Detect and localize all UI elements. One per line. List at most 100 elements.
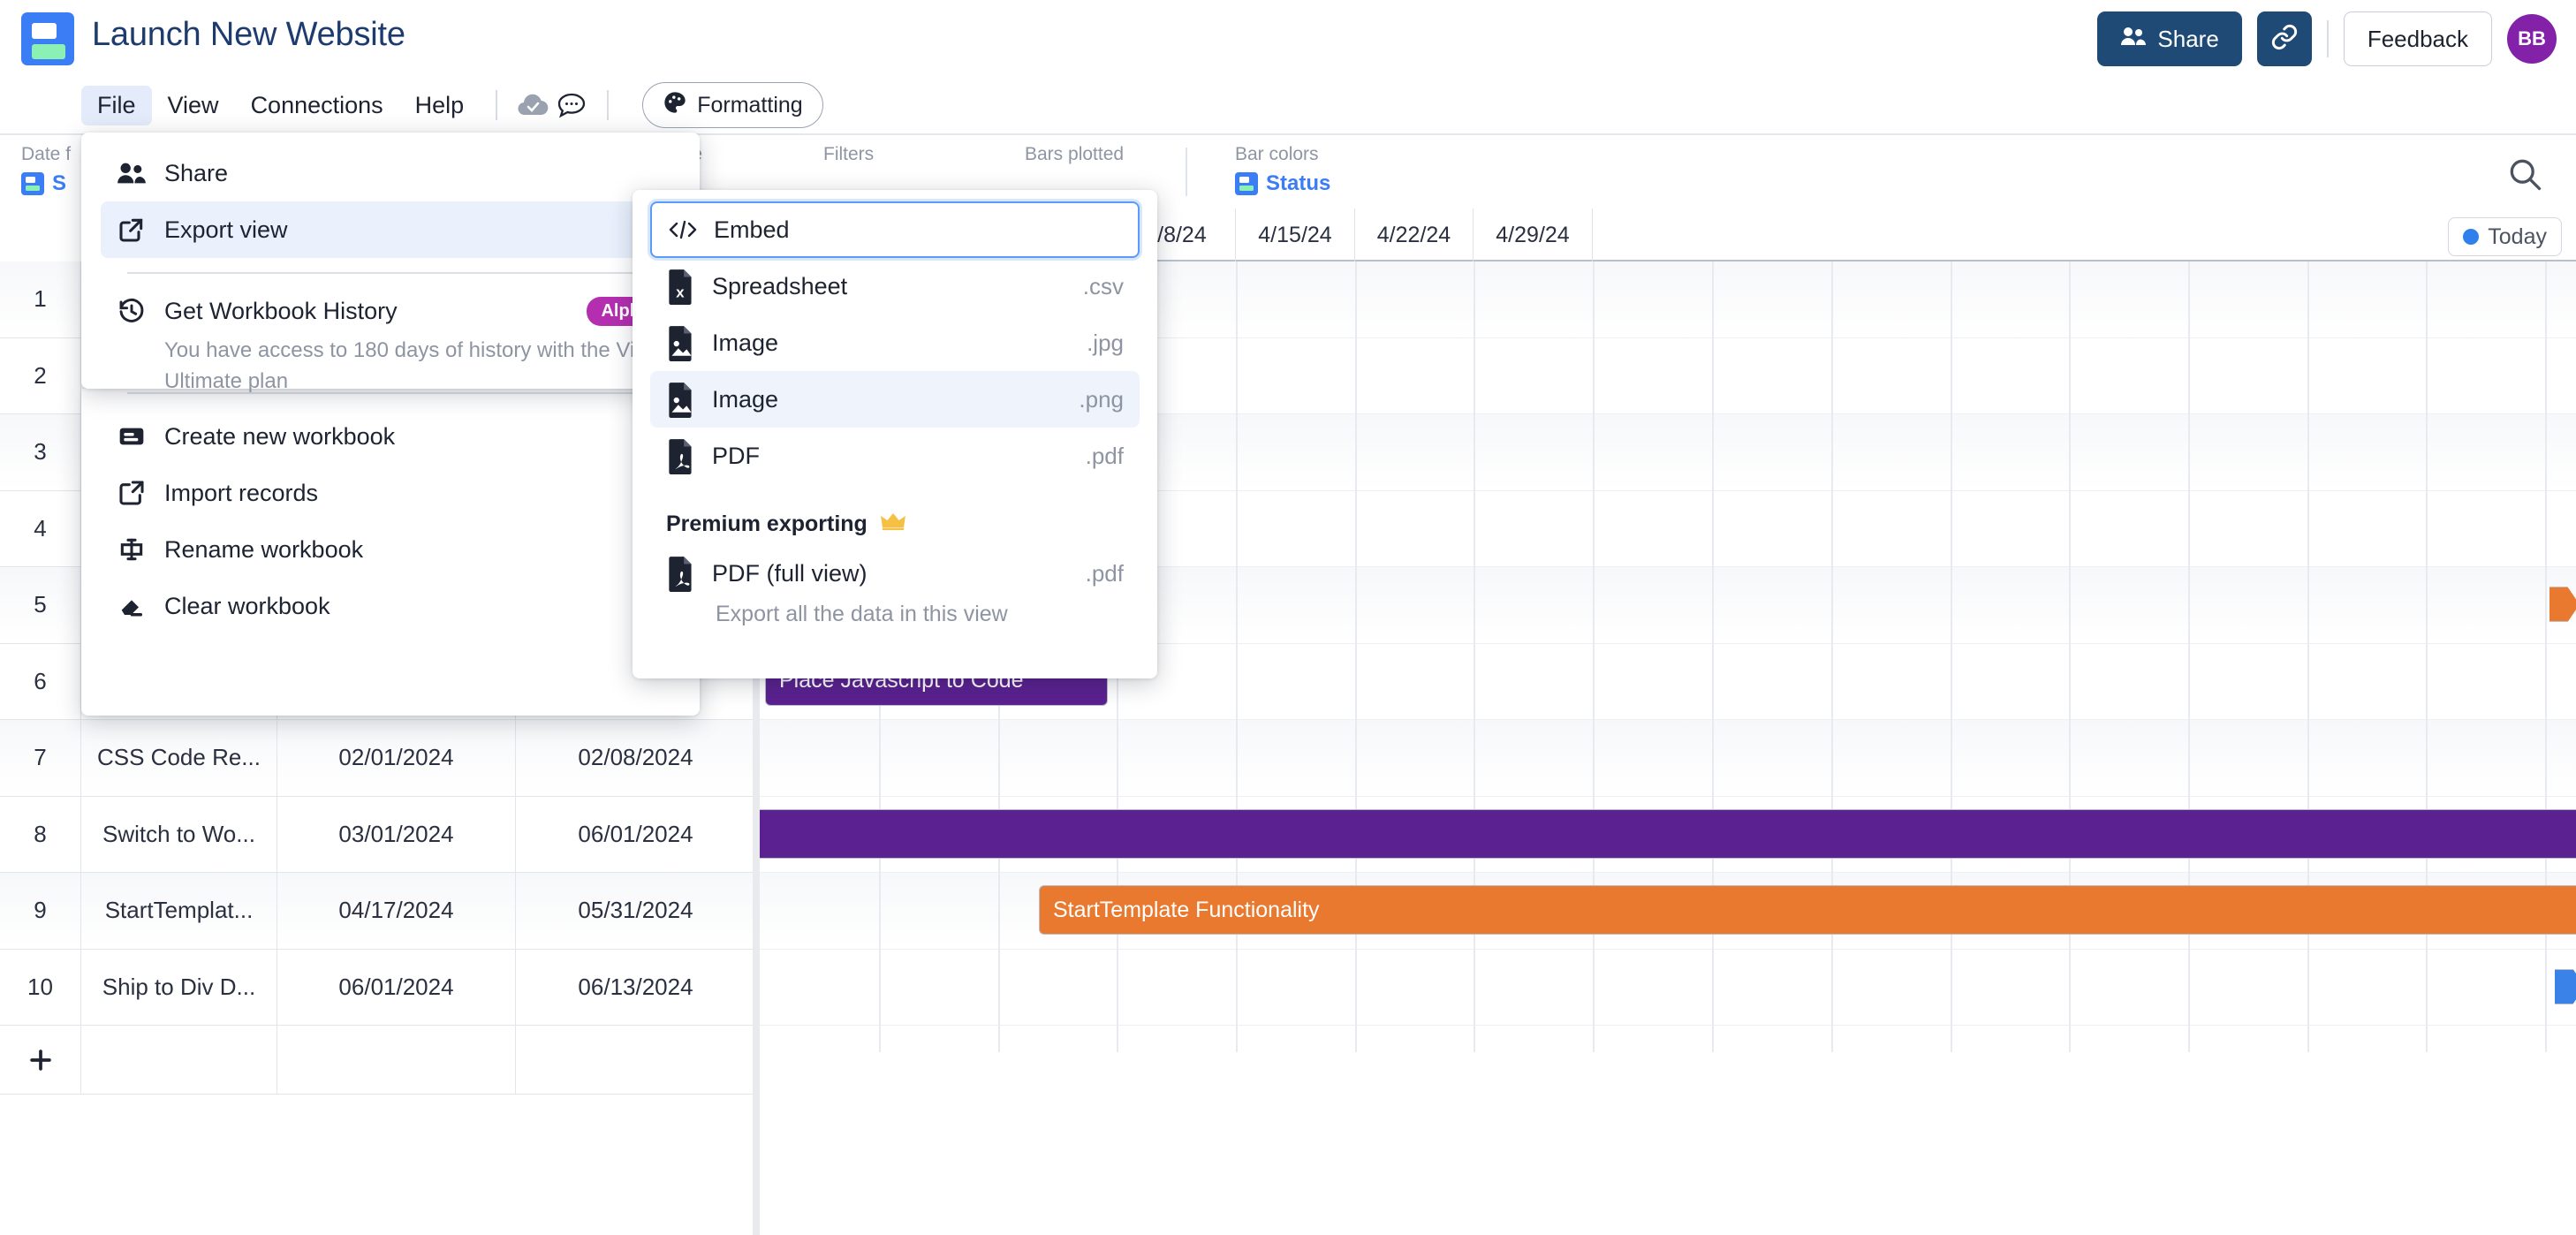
empty-cell[interactable]: [81, 1026, 277, 1095]
people-icon: [117, 158, 147, 188]
search-icon[interactable]: [2505, 155, 2544, 193]
menu-item-view[interactable]: View: [167, 91, 219, 118]
gantt-gridline: [2188, 261, 2190, 1052]
people-icon: [2120, 26, 2147, 53]
gantt-gridline: [1355, 261, 1357, 1052]
control-bar-colors[interactable]: Bar colors Status: [1235, 144, 1330, 196]
empty-cell[interactable]: [516, 1026, 756, 1095]
share-button[interactable]: Share: [2097, 11, 2242, 66]
import-icon: [117, 478, 147, 508]
file-menu-item-label: Rename workbook: [164, 535, 364, 563]
share-button-label: Share: [2157, 25, 2219, 52]
field-icon: [1235, 172, 1258, 195]
control-value[interactable]: S: [21, 171, 71, 196]
crown-icon: [880, 511, 906, 538]
task-name-cell[interactable]: Switch to Wo...: [81, 796, 277, 873]
menu-item-connections[interactable]: Connections: [250, 91, 383, 118]
export-icon: [117, 215, 147, 245]
today-button-label: Today: [2488, 224, 2547, 249]
field-icon: [21, 172, 44, 195]
gantt-gridline: [2426, 261, 2428, 1052]
export-option-label: Image: [712, 385, 779, 413]
svg-text:x: x: [676, 284, 685, 301]
task-name-cell[interactable]: CSS Code Re...: [81, 720, 277, 797]
copy-link-button[interactable]: [2256, 11, 2312, 66]
control-bars-plotted[interactable]: Bars plotted: [1025, 144, 1124, 165]
file-menu-item-share[interactable]: Share: [101, 145, 680, 201]
link-icon: [2270, 23, 2299, 56]
gantt-bar-stub[interactable]: [2555, 968, 2576, 1004]
file-menu-item-export-view[interactable]: Export view: [101, 201, 680, 258]
code-icon: [668, 215, 698, 245]
file-menu-item-label: Share: [164, 159, 229, 186]
file-menu-item-import-records[interactable]: Import records: [101, 465, 680, 521]
control-filters[interactable]: Filters: [823, 144, 874, 165]
task-name-cell[interactable]: Ship to Div D...: [81, 949, 277, 1026]
palette-icon: [663, 90, 687, 121]
avatar[interactable]: BB: [2507, 14, 2557, 64]
add-row-button[interactable]: [0, 1026, 81, 1095]
task-name-cell[interactable]: StartTemplat...: [81, 873, 277, 950]
file-menu-item-clear-workbook[interactable]: Clear workbook: [101, 578, 680, 634]
divider: [496, 90, 498, 120]
file-menu-item-label: Get Workbook History: [164, 297, 398, 324]
panel-divider[interactable]: [753, 208, 760, 1235]
gantt-bar[interactable]: Switch to WordPress: [760, 808, 2576, 859]
page-title[interactable]: Launch New Website: [92, 16, 405, 53]
menu-item-file[interactable]: File: [81, 85, 152, 125]
file-menu-item-rename-workbook[interactable]: Rename workbook: [101, 521, 680, 578]
menu-item-help[interactable]: Help: [414, 91, 465, 118]
control-date-field[interactable]: Date f S: [21, 144, 71, 196]
comment-icon[interactable]: [552, 86, 591, 125]
start-date-cell[interactable]: 03/01/2024: [277, 796, 516, 873]
gantt-gridline: [1236, 261, 1238, 1052]
visor-logo-icon[interactable]: [21, 12, 74, 65]
today-dot-icon: [2463, 229, 2480, 245]
file-menu-item-create-new-workbook[interactable]: Create new workbook: [101, 408, 680, 465]
export-option-image-png[interactable]: Image .png: [650, 371, 1140, 428]
row-number-cell: 3: [0, 414, 81, 491]
today-button[interactable]: Today: [2448, 217, 2562, 256]
control-value-label: Status: [1266, 171, 1331, 195]
cloud-check-icon[interactable]: [513, 86, 552, 125]
top-bar: Launch New Website Share Feedback BB: [0, 0, 2576, 78]
excel-file-icon: x: [666, 269, 696, 305]
gantt-gridline: [1712, 261, 1714, 1052]
feedback-button[interactable]: Feedback: [2343, 11, 2492, 66]
export-option-pdf-pdf[interactable]: PDF .pdf: [650, 428, 1140, 484]
export-option-label: PDF (full view): [712, 559, 868, 587]
divider: [1186, 148, 1187, 196]
gantt-gridline: [2545, 261, 2547, 1052]
export-option-embed[interactable]: Embed: [650, 201, 1140, 258]
export-option-label: PDF: [712, 442, 760, 469]
export-option-extension: .png: [1079, 385, 1124, 413]
formatting-button[interactable]: Formatting: [642, 82, 823, 128]
file-menu-item-label: Clear workbook: [164, 592, 330, 619]
gantt-gridline: [1951, 261, 1952, 1052]
empty-cell[interactable]: [277, 1026, 516, 1095]
row-number-cell: 9: [0, 873, 81, 950]
control-label: Bar colors: [1235, 144, 1319, 164]
export-option-pdf-full-view[interactable]: PDF (full view) .pdf: [650, 545, 1140, 602]
end-date-cell[interactable]: 05/31/2024: [516, 873, 756, 950]
gantt-row: [760, 797, 2576, 873]
row-number-cell: 10: [0, 949, 81, 1026]
gantt-bar[interactable]: StartTemplate Functionality: [1039, 885, 2576, 936]
file-menu-item-label: Import records: [164, 479, 319, 506]
start-date-cell[interactable]: 02/01/2024: [277, 720, 516, 797]
end-date-cell[interactable]: 06/01/2024: [516, 796, 756, 873]
start-date-cell[interactable]: 06/01/2024: [277, 949, 516, 1026]
export-option-image-jpg[interactable]: Image .jpg: [650, 314, 1140, 371]
end-date-cell[interactable]: 02/08/2024: [516, 720, 756, 797]
control-label: Filters: [823, 144, 875, 164]
control-value[interactable]: Status: [1235, 171, 1330, 196]
export-option-spreadsheet-csv[interactable]: x Spreadsheet .csv: [650, 258, 1140, 314]
end-date-cell[interactable]: 06/13/2024: [516, 949, 756, 1026]
export-option-extension: .pdf: [1085, 442, 1124, 469]
gantt-gridline: [2307, 261, 2309, 1052]
control-label: Date f: [21, 144, 72, 164]
divider: [127, 272, 654, 274]
file-menu-item-workbook-history[interactable]: Get Workbook History Alpha: [101, 288, 680, 334]
row-number-cell: 5: [0, 567, 81, 644]
start-date-cell[interactable]: 04/17/2024: [277, 873, 516, 950]
